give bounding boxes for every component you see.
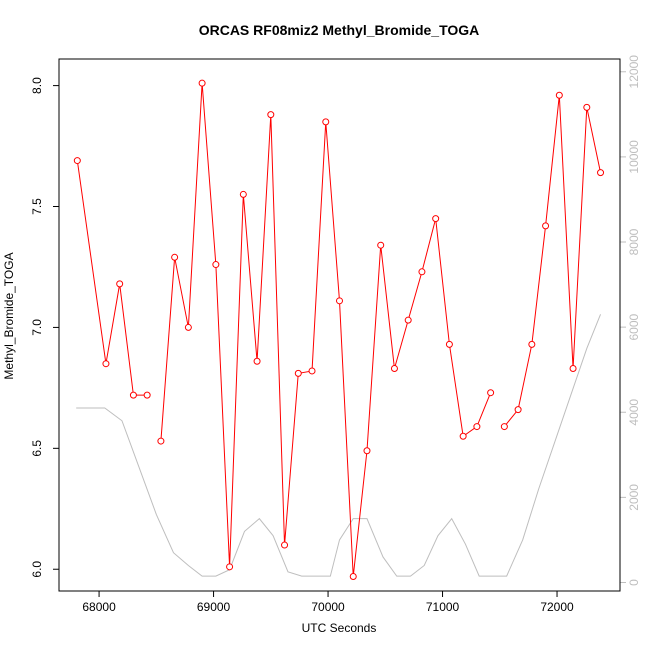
data-point bbox=[73, 157, 81, 165]
data-point bbox=[308, 367, 316, 375]
data-point bbox=[336, 297, 343, 305]
y2-tick-label: 12000 bbox=[627, 55, 641, 89]
data-point bbox=[294, 369, 302, 377]
y-tick-label: 7.0 bbox=[30, 319, 44, 336]
data-point bbox=[459, 432, 467, 440]
data-point bbox=[349, 572, 357, 580]
x-tick-label: 70000 bbox=[311, 600, 345, 614]
data-point bbox=[129, 391, 137, 399]
data-point bbox=[116, 280, 124, 288]
data-point bbox=[528, 340, 536, 348]
data-point bbox=[226, 563, 234, 571]
y2-tick-label: 0 bbox=[627, 579, 641, 586]
data-point bbox=[171, 253, 179, 261]
data-point bbox=[157, 437, 165, 445]
series-layer bbox=[73, 79, 605, 580]
data-point bbox=[198, 79, 206, 87]
data-point bbox=[390, 365, 398, 373]
y2-tick-label: 6000 bbox=[627, 313, 641, 340]
y-tick-label: 6.0 bbox=[30, 561, 44, 578]
x-tick-label: 72000 bbox=[540, 600, 574, 614]
data-point bbox=[583, 103, 591, 111]
data-point bbox=[404, 316, 412, 324]
y-tick-label: 6.5 bbox=[30, 440, 44, 457]
series-line-left bbox=[503, 95, 602, 427]
data-point bbox=[542, 222, 550, 230]
data-point bbox=[500, 423, 508, 431]
y-tick-label: 8.0 bbox=[30, 77, 44, 94]
y2-tick-label: 2000 bbox=[627, 484, 641, 511]
y-tick-label: 7.5 bbox=[30, 198, 44, 215]
x-axis-label: UTC Seconds bbox=[302, 621, 377, 635]
series-line-right bbox=[76, 314, 602, 577]
data-point bbox=[281, 541, 289, 549]
data-point bbox=[239, 190, 247, 198]
data-point bbox=[514, 406, 522, 414]
data-point bbox=[267, 111, 275, 119]
y2-tick-label: 4000 bbox=[627, 399, 641, 426]
plot-frame bbox=[58, 58, 621, 592]
axes: 68000 69000 70000 71000 72000 6.0 6.5 7.0 7.5 8.0… bbox=[30, 55, 641, 614]
data-point bbox=[322, 118, 330, 126]
y-axis-label: Methyl_Bromide_TOGA bbox=[2, 252, 16, 379]
data-point bbox=[445, 340, 453, 348]
y2-tick-label: 8000 bbox=[627, 228, 641, 255]
y2-tick-label: 10000 bbox=[627, 140, 641, 174]
data-point bbox=[102, 360, 110, 368]
data-point bbox=[143, 391, 151, 399]
data-point bbox=[597, 169, 605, 177]
data-point bbox=[487, 389, 495, 397]
data-point bbox=[377, 241, 385, 249]
chart-title: ORCAS RF08miz2 Methyl_Bromide_TOGA bbox=[199, 22, 480, 38]
data-point bbox=[569, 365, 577, 373]
data-point bbox=[418, 268, 426, 276]
x-tick-label: 69000 bbox=[197, 600, 231, 614]
data-point bbox=[432, 215, 440, 223]
data-point bbox=[253, 357, 261, 365]
data-point bbox=[184, 323, 192, 331]
data-point bbox=[555, 91, 563, 99]
x-tick-label: 68000 bbox=[82, 600, 116, 614]
x-tick-label: 71000 bbox=[426, 600, 460, 614]
data-point bbox=[473, 423, 481, 431]
data-point bbox=[363, 447, 371, 455]
data-point bbox=[212, 261, 220, 269]
